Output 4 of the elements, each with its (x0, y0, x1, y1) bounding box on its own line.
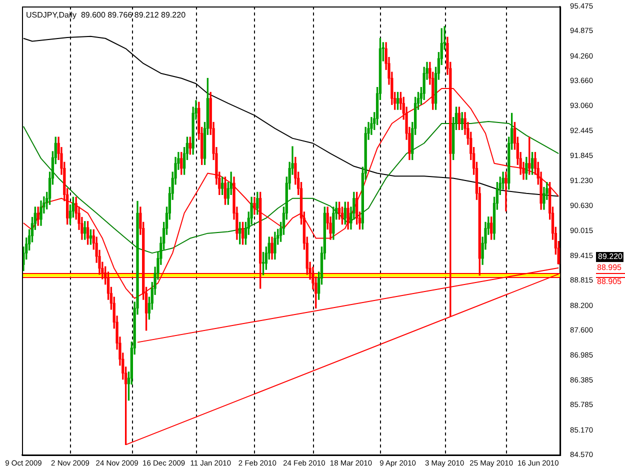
ref-line-label: 88.905 (597, 276, 622, 286)
text: USDJPY,Daily 89.600 89.766 89.212 89.220 (26, 10, 186, 20)
ref-line-label: 88.995 (597, 263, 622, 272)
text: 89.220 (598, 252, 624, 262)
